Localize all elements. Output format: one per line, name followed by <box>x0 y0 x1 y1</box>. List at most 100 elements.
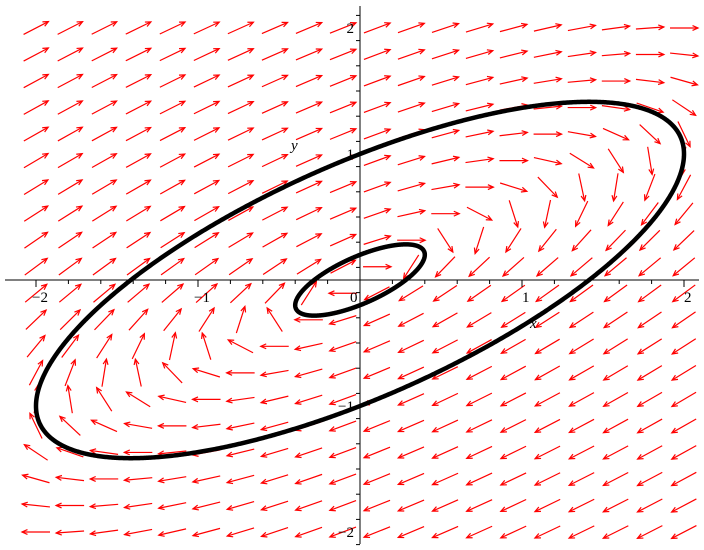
field-arrow <box>160 205 186 222</box>
field-arrow <box>670 365 697 381</box>
field-arrow <box>670 445 697 460</box>
field-arrow <box>568 418 595 434</box>
field-arrow <box>473 226 485 255</box>
field-arrow <box>601 78 632 85</box>
field-arrow <box>672 257 696 277</box>
field-arrow <box>637 284 662 303</box>
field-arrow <box>670 52 700 59</box>
field-arrow <box>23 205 50 222</box>
field-arrow <box>58 283 83 303</box>
field-arrow <box>676 174 692 201</box>
field-arrow <box>235 305 247 334</box>
field-arrow <box>227 21 255 35</box>
field-arrow <box>533 76 563 84</box>
field-arrow <box>262 232 289 248</box>
field-arrow <box>602 127 630 141</box>
field-arrow <box>398 285 424 302</box>
field-arrow <box>499 49 529 59</box>
field-arrow <box>328 393 357 406</box>
field-arrow <box>23 100 50 115</box>
field-arrow <box>434 256 456 278</box>
field-arrow <box>261 101 289 114</box>
field-arrow <box>329 101 358 114</box>
field-arrow <box>295 74 324 88</box>
field-arrow <box>296 258 322 275</box>
field-arrow <box>266 306 283 332</box>
field-arrow <box>677 121 691 149</box>
field-arrow <box>95 386 113 412</box>
field-arrow <box>499 76 529 85</box>
field-arrow <box>397 155 426 166</box>
field-arrow <box>294 500 323 512</box>
field-arrow <box>91 179 118 195</box>
field-arrow <box>568 392 595 407</box>
field-arrow <box>362 499 391 512</box>
field-arrow <box>23 20 50 35</box>
field-arrow <box>57 126 84 142</box>
field-arrow <box>534 311 560 329</box>
field-arrow <box>225 369 255 376</box>
field-arrow <box>533 392 561 407</box>
field-arrow <box>363 154 392 167</box>
field-arrow <box>225 527 255 538</box>
field-arrow <box>293 316 323 323</box>
field-arrow <box>23 47 50 62</box>
field-arrow <box>396 446 425 459</box>
field-arrow <box>499 392 527 407</box>
field-arrow <box>647 146 655 176</box>
field-arrow <box>261 127 289 141</box>
field-arrow <box>537 228 557 253</box>
field-arrow <box>643 173 656 202</box>
field-arrow <box>465 525 493 539</box>
field-arrow <box>640 202 659 227</box>
field-arrow <box>567 104 598 111</box>
field-arrow <box>131 332 146 360</box>
field-arrow <box>397 237 427 244</box>
field-arrow <box>437 228 454 254</box>
field-arrow <box>602 418 629 434</box>
field-arrow <box>328 341 357 353</box>
x-tick-label: 0 <box>350 290 358 306</box>
x-tick-label: −1 <box>194 290 210 306</box>
field-arrow <box>161 283 185 303</box>
field-arrow <box>533 23 563 32</box>
field-arrow <box>156 422 187 429</box>
field-arrow <box>195 282 219 304</box>
field-arrow <box>431 22 460 33</box>
field-arrow <box>194 232 220 249</box>
field-arrow <box>126 205 152 222</box>
field-arrow <box>225 448 255 458</box>
field-arrow <box>431 392 459 406</box>
field-arrow <box>363 128 392 140</box>
field-arrow <box>328 473 357 485</box>
field-arrow <box>670 338 697 355</box>
field-arrow <box>533 445 561 460</box>
field-arrow <box>672 230 695 251</box>
field-arrow <box>363 101 392 114</box>
field-arrow <box>535 284 560 303</box>
field-arrow <box>466 312 492 328</box>
field-arrow <box>88 448 119 455</box>
field-arrow <box>125 47 153 62</box>
field-arrow <box>159 21 187 35</box>
x-tick-label: 1 <box>522 290 530 306</box>
field-arrow <box>57 152 84 169</box>
field-arrow <box>569 284 594 303</box>
field-arrow <box>296 233 323 248</box>
field-arrow <box>168 331 178 361</box>
field-arrow <box>125 21 153 35</box>
field-arrow <box>228 232 254 248</box>
field-arrow <box>670 471 697 487</box>
field-arrow <box>431 128 461 139</box>
field-arrow <box>91 21 119 35</box>
field-arrow <box>363 22 392 34</box>
field-arrow <box>362 366 391 379</box>
field-arrow <box>58 231 83 249</box>
field-arrow <box>57 73 84 89</box>
field-arrow <box>25 309 48 330</box>
field-arrow <box>567 23 597 32</box>
field-arrow <box>574 200 589 228</box>
field-arrow <box>92 257 117 276</box>
field-arrow <box>262 206 289 221</box>
field-arrow <box>125 100 153 115</box>
